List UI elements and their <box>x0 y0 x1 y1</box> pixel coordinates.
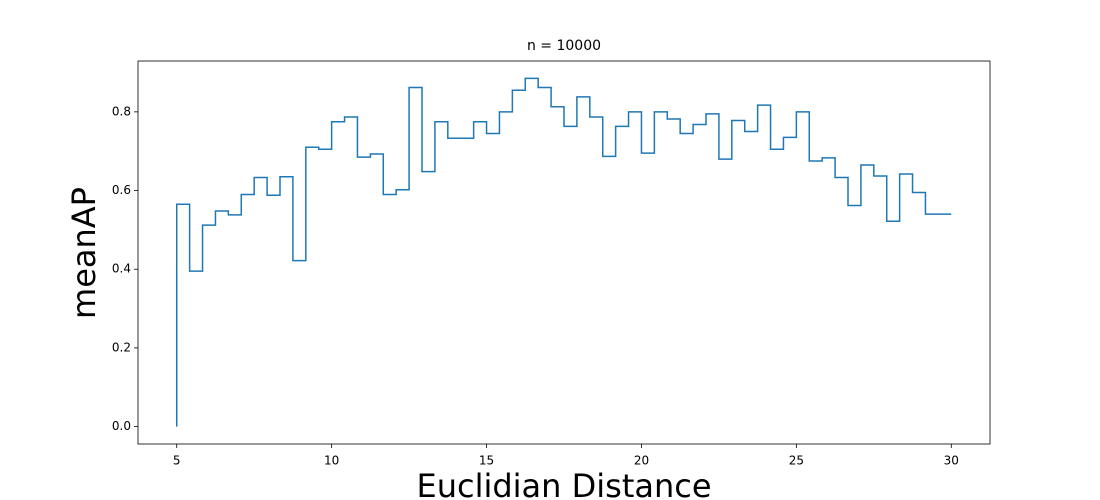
x-tick-label: 20 <box>634 454 649 468</box>
x-tick-label: 5 <box>173 454 181 468</box>
y-tick-label: 0.8 <box>112 104 131 118</box>
x-tick-label: 10 <box>324 454 339 468</box>
plot-frame <box>137 60 991 445</box>
y-tick-label: 0.2 <box>112 340 131 354</box>
y-tick-label: 0.0 <box>112 419 131 433</box>
y-tick-label: 0.6 <box>112 183 131 197</box>
x-tick-label: 30 <box>944 454 959 468</box>
y-tick-label: 0.4 <box>112 262 131 276</box>
chart-title: n = 10000 <box>527 38 601 54</box>
y-axis-label: meanAP <box>65 187 103 319</box>
x-tick-label: 15 <box>479 454 494 468</box>
x-axis-label: Euclidian Distance <box>416 467 711 500</box>
step-line <box>175 77 952 427</box>
x-tick-label: 25 <box>789 454 804 468</box>
